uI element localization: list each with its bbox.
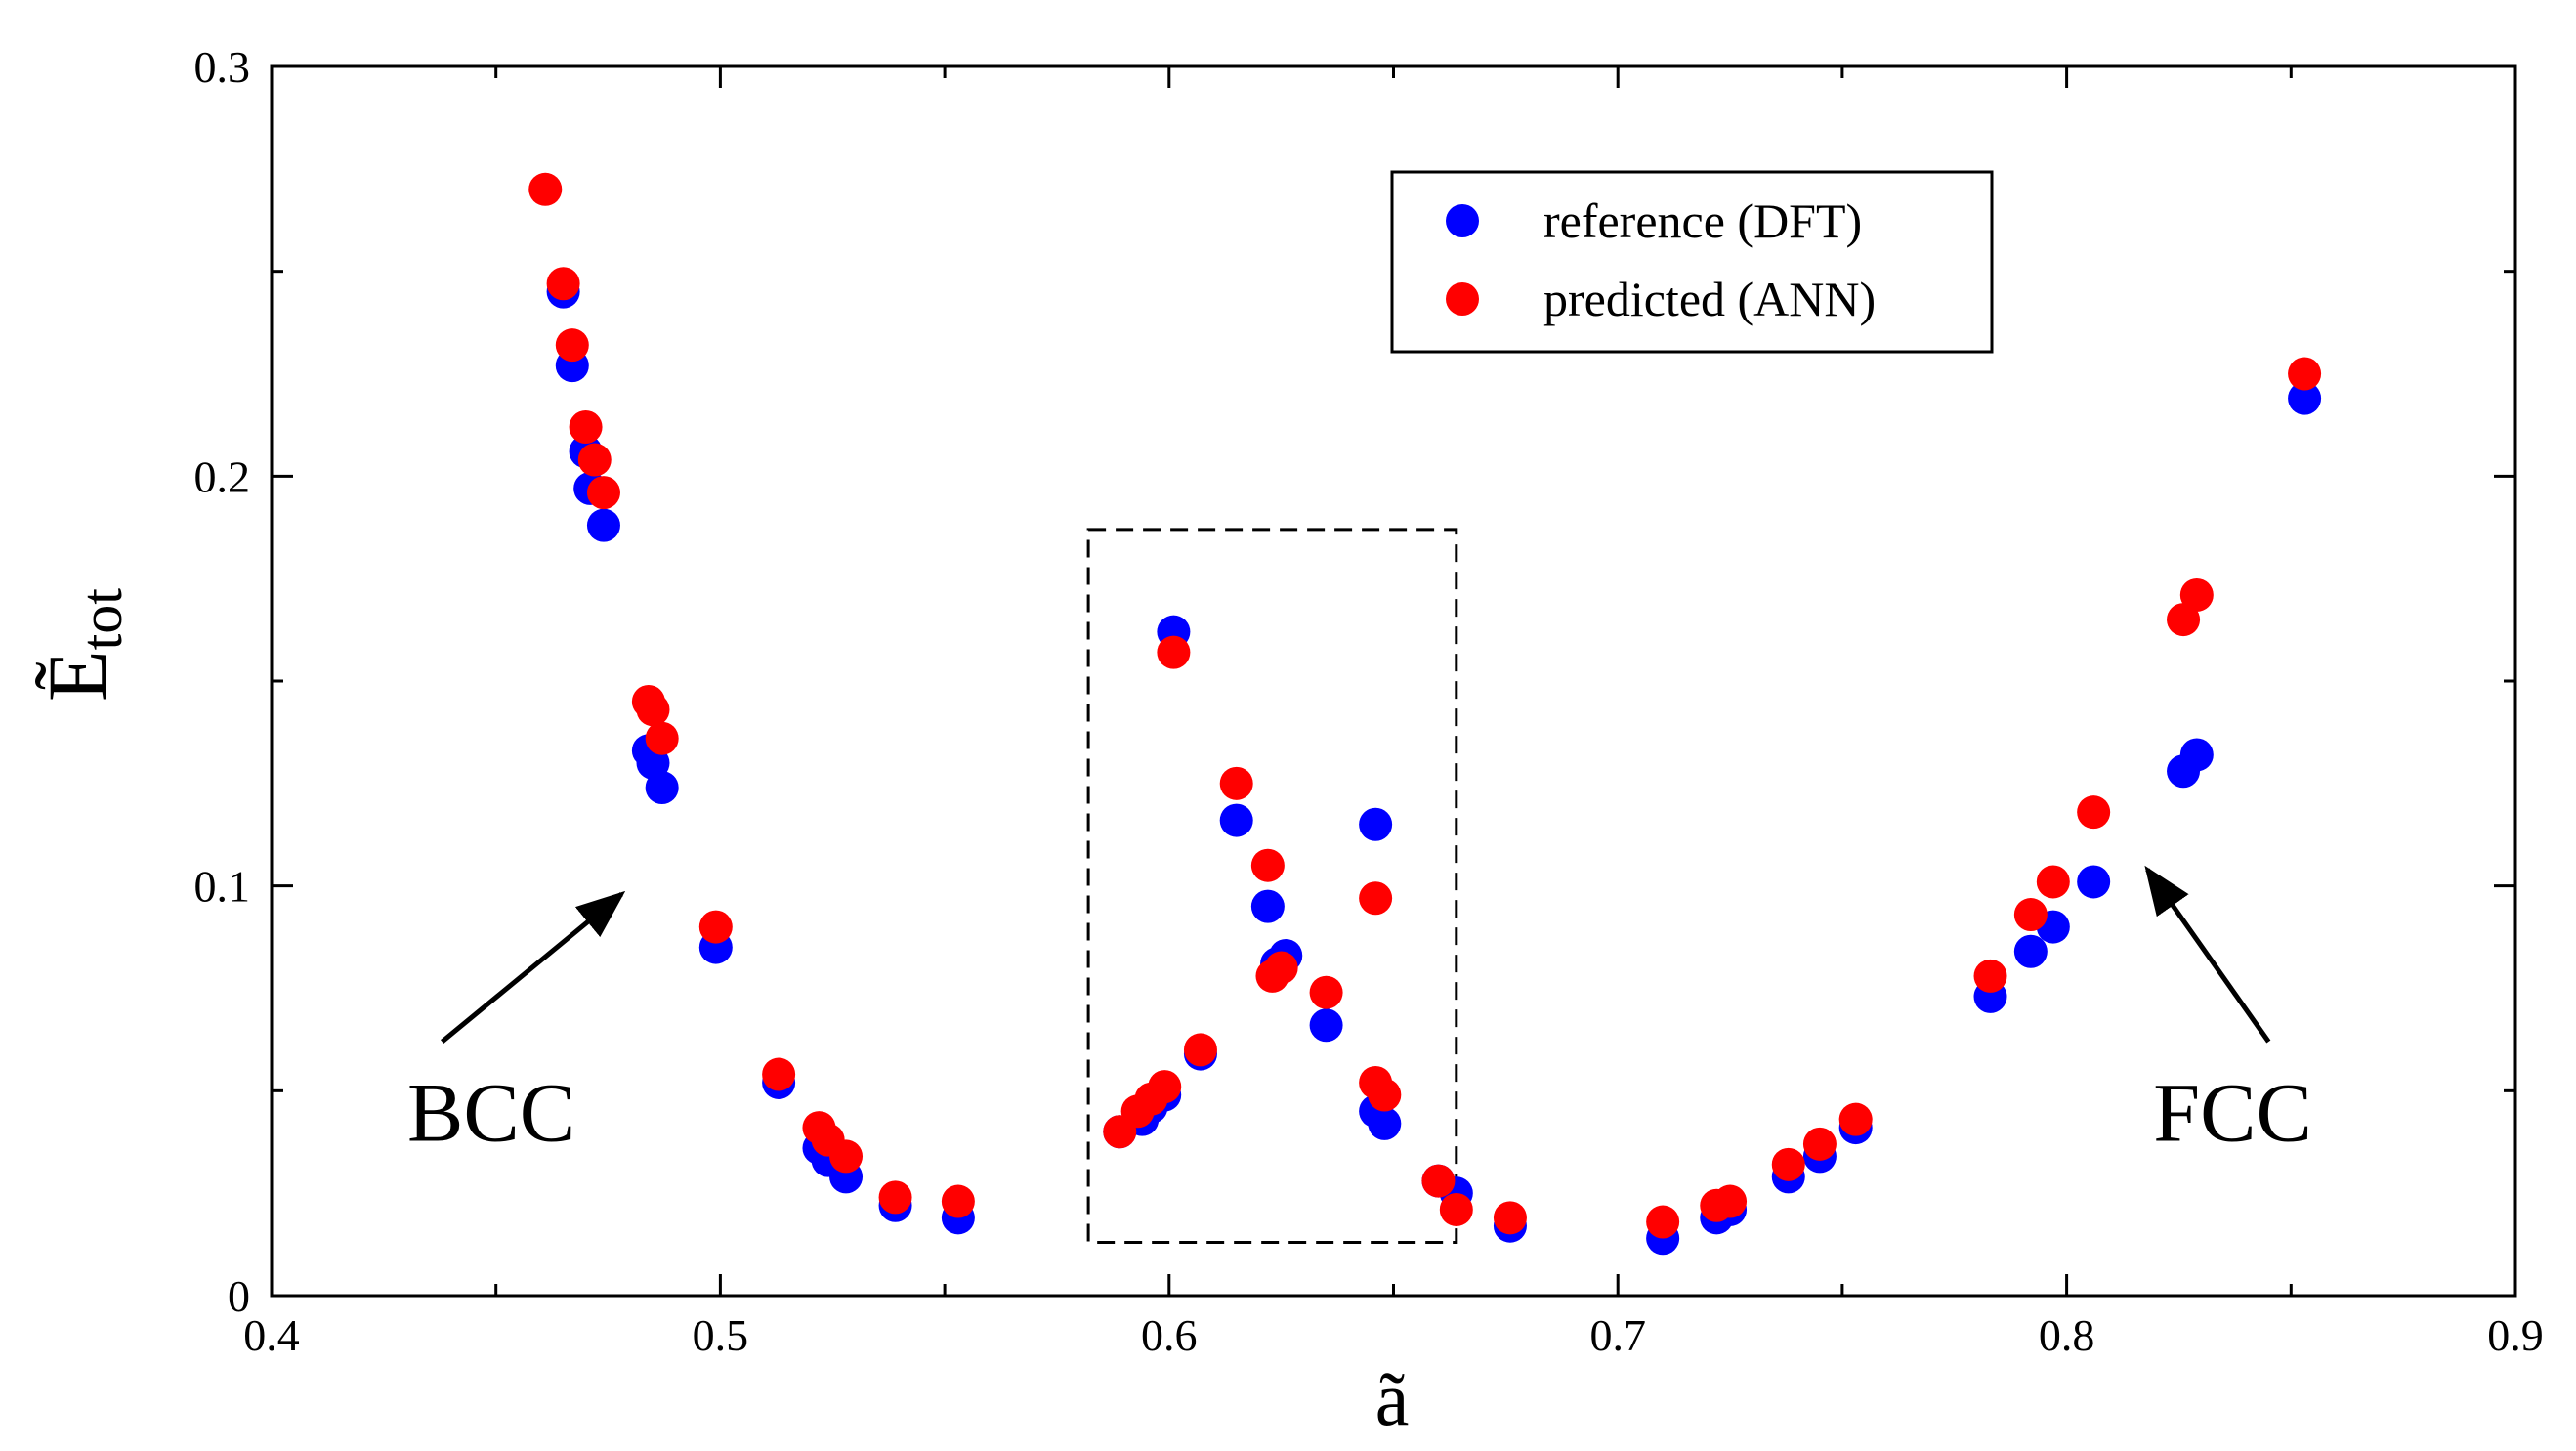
x-tick-label: 0.5 <box>693 1310 749 1360</box>
data-point <box>762 1057 796 1091</box>
x-tick-label: 0.4 <box>243 1310 300 1360</box>
data-point <box>1838 1102 1873 1136</box>
highlight-box <box>1086 528 1458 1244</box>
data-point <box>1713 1184 1748 1218</box>
y-tick-label: 0.3 <box>194 42 251 92</box>
data-point <box>2077 795 2111 830</box>
data-point <box>878 1180 912 1215</box>
data-point <box>941 1184 975 1218</box>
data-point <box>1157 635 1191 669</box>
data-point <box>2179 577 2214 612</box>
highlight-box-group <box>1086 528 1458 1244</box>
data-point <box>1264 951 1298 985</box>
data-point <box>586 476 620 510</box>
data-point <box>698 910 733 944</box>
y-tick-label: 0.2 <box>194 451 251 501</box>
data-point <box>2288 357 2322 391</box>
data-point <box>1646 1205 1680 1239</box>
y-axis-title: Ẽtot <box>30 588 134 702</box>
bcc-label: BCC <box>407 1065 575 1159</box>
y-axis-title-main: Ẽ <box>30 650 124 702</box>
legend: reference (DFT) predicted (ANN) <box>1390 170 1994 354</box>
data-point <box>2013 934 2048 968</box>
data-point <box>546 267 580 301</box>
data-point <box>1309 975 1343 1009</box>
data-point <box>1973 959 2007 993</box>
data-point <box>586 508 620 542</box>
x-tick-label: 0.9 <box>2487 1310 2544 1360</box>
data-point <box>1183 1033 1217 1067</box>
y-tick-label: 0 <box>228 1271 250 1321</box>
bcc-arrow <box>440 890 626 1044</box>
x-axis-title: ã <box>1375 1356 1410 1441</box>
x-tick-label: 0.8 <box>2039 1310 2095 1360</box>
data-point <box>2036 865 2070 899</box>
data-point <box>1493 1201 1527 1235</box>
data-point <box>829 1139 864 1174</box>
data-point <box>1250 889 1285 923</box>
x-tick-label: 0.7 <box>1589 1310 1646 1360</box>
y-tick-label: 0.1 <box>194 862 251 912</box>
data-point <box>577 443 612 477</box>
data-point <box>645 771 679 805</box>
data-point <box>1359 881 1393 916</box>
data-points <box>528 172 2322 1256</box>
data-point <box>1148 1070 1182 1104</box>
data-point <box>1368 1078 1402 1112</box>
data-point <box>2179 738 2214 772</box>
x-tick-label: 0.6 <box>1141 1310 1198 1360</box>
data-point <box>636 693 670 727</box>
y-axis-title-sub: tot <box>69 588 134 651</box>
data-point <box>1771 1147 1805 1181</box>
series-predicted-ann <box>528 172 2322 1239</box>
fcc-label: FCC <box>2153 1065 2312 1159</box>
data-point <box>1368 1106 1402 1140</box>
data-point <box>645 721 679 755</box>
axis-ticks: 0.4 0.5 0.6 0.7 0.8 0.9 0 0.1 0.2 0.3 <box>194 42 2544 1360</box>
data-point <box>2288 381 2322 415</box>
data-point <box>569 410 603 445</box>
legend-box <box>1390 170 1994 354</box>
data-point <box>1309 1008 1343 1043</box>
fcc-arrow <box>2144 865 2271 1044</box>
data-point <box>528 172 563 206</box>
legend-label-predicted-ann: predicted (ANN) <box>1543 272 1876 326</box>
legend-marker-reference-dft <box>1446 204 1479 237</box>
data-point <box>555 328 589 363</box>
data-point <box>1421 1164 1456 1198</box>
annotations: BCC FCC <box>407 865 2312 1159</box>
data-point <box>1219 803 1253 837</box>
data-point <box>1359 807 1393 841</box>
legend-label-reference-dft: reference (DFT) <box>1543 193 1862 248</box>
data-point <box>2013 898 2048 932</box>
legend-marker-predicted-ann <box>1446 282 1479 316</box>
data-point <box>1802 1127 1837 1161</box>
data-point <box>2077 865 2111 899</box>
data-point <box>2167 603 2201 637</box>
data-point <box>1439 1192 1473 1226</box>
data-point <box>1250 848 1285 882</box>
series-reference-dft <box>546 275 2322 1256</box>
data-point <box>1219 766 1253 800</box>
